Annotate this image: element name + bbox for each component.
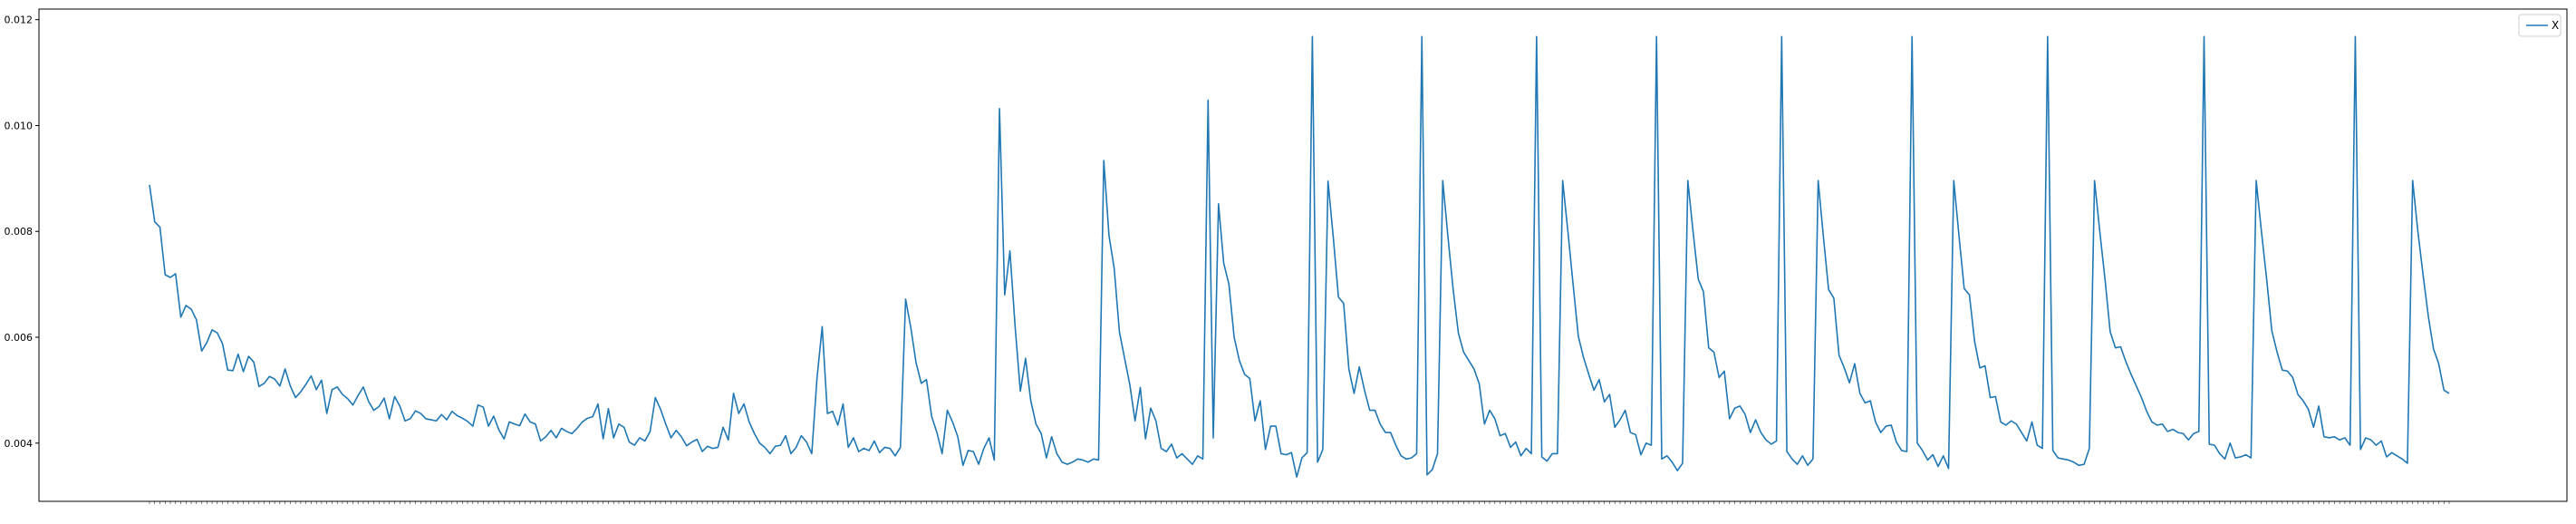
legend-label: X	[2552, 19, 2559, 32]
y-tick-label: 0.008	[5, 226, 34, 238]
legend: X	[2519, 15, 2561, 36]
y-tick-label: 0.010	[5, 120, 34, 131]
y-tick-label: 0.004	[5, 438, 34, 450]
y-tick-label: 0.012	[5, 15, 34, 26]
y-tick-label: 0.006	[5, 332, 34, 344]
